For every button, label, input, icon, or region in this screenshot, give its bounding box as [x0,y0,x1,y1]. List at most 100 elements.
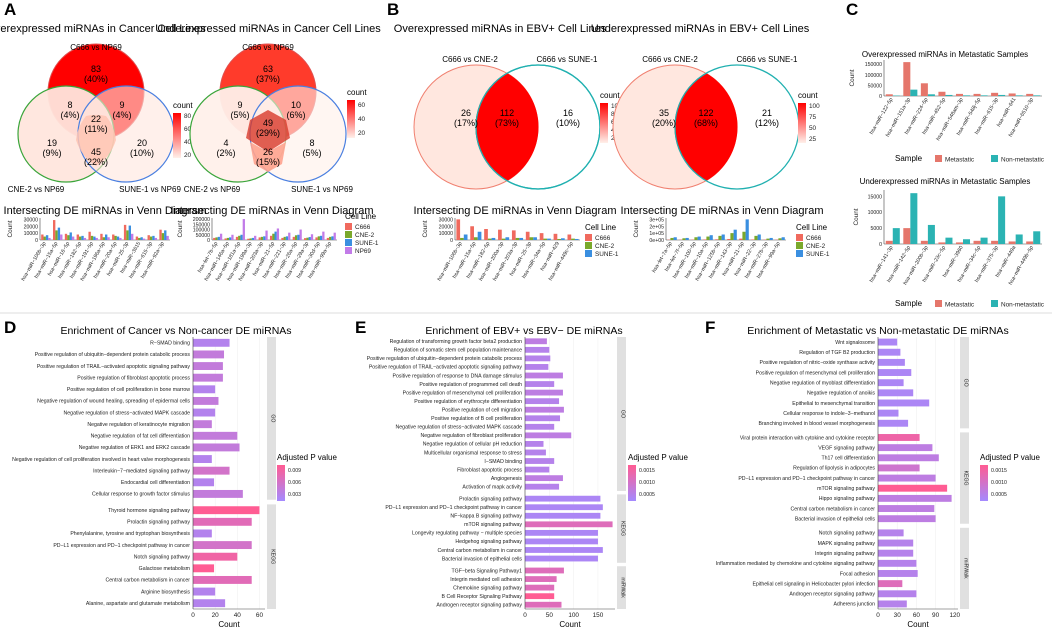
legend-label: NP69 [355,248,371,255]
legend-tick: 100 [809,103,820,110]
bar [193,552,238,561]
bar [193,338,230,347]
legend-label: C666 [595,235,611,242]
bar [998,94,1006,96]
e-title: Enrichment of EBV+ vs EBV− DE miRNAs [425,325,622,337]
bar [138,237,141,240]
term-label: Interleukin−7−mediated signaling pathway [93,468,190,474]
venn-region: (6%) [286,110,305,120]
bar [991,240,999,244]
facet-strip-label: KEGG [270,549,276,564]
bar [525,415,561,422]
legend-swatch [991,155,998,162]
x-axis-label: Count [559,620,581,629]
bar [55,230,58,240]
venn-region: 26 [263,147,273,157]
term-label: Epithelial cell signaling in Helicobacte… [752,581,875,587]
term-label: Positive regulation of ubiquitin−depende… [367,356,523,362]
venn-region: 83 [91,64,101,74]
term-label: Longevity regulating pathway − multiple … [412,531,522,537]
term-label: Positive regulation of cell migration [442,408,522,414]
bar [193,362,223,371]
term-label: Regulation of somatic stem cell populati… [394,348,522,354]
venn-region: (22%) [84,157,108,167]
facet-strip [617,494,626,563]
y-axis-label: Count [7,220,14,237]
bar [1033,231,1041,244]
term-label: Regulation of transforming growth factor… [390,339,522,345]
venn-region: (5%) [302,148,321,158]
term-label: Bacterial invasion of epithelial cells [795,516,876,522]
facet-strip-label: GO [270,414,276,422]
bar [673,237,677,240]
term-label: Positive regulation of TRAIL−activated a… [369,365,523,371]
legend-swatch [345,223,352,230]
term-label: Negative regulation of keratinocyte migr… [87,422,190,428]
bar [878,358,905,366]
bar [193,506,260,515]
term-label: Inflammation mediated by chemokine and c… [716,561,876,567]
legend-swatch [585,242,592,249]
venn-set-label: SUNE-1 vs NP69 [291,185,353,194]
term-label: NF−kappa B signaling pathway [450,514,522,520]
bar [903,62,911,96]
bar [910,193,918,244]
legend-title: Cell Line [585,223,617,232]
bar [114,235,117,240]
bar [709,235,713,240]
bar [703,239,707,240]
venn-region: 8 [309,138,314,148]
bar [525,547,603,553]
bar [547,238,551,240]
bar [878,570,918,577]
legend-colorbar [277,465,285,501]
term-label: Negative regulation of ERK1 and ERK2 cas… [79,445,190,451]
term-label: Integrin mediated cell adhesion [450,577,522,583]
term-label: Galactose metabolism [139,566,190,572]
bar [231,234,234,240]
bar [525,576,557,582]
bar [193,541,252,550]
legend-tick: 40 [358,116,366,123]
term-label: Positive regulation of cell proliferatio… [67,387,190,393]
bar [45,235,49,240]
bar [878,464,920,472]
term-label: Positive regulation of B cell proliferat… [431,416,522,422]
facet-strip [267,337,276,500]
venn-set-label: C666 vs CNE-2 [442,55,498,64]
legend-label: CNE-2 [595,243,615,250]
bar [107,237,110,240]
bar [140,237,143,240]
legend-swatch [935,155,942,162]
bar [878,338,898,346]
bar [93,236,96,240]
venn-b2-legend: count 100 75 50 25 [798,91,820,143]
bar [251,237,255,240]
bar [515,237,520,240]
venn-region: 8 [67,100,72,110]
facet-strip-label: KEGG [963,471,969,486]
bar [781,237,785,240]
venn-region: 20 [137,138,147,148]
facet-strip-label: miRWalk [620,577,626,598]
y-axis-label: Count [177,220,184,237]
term-label: Viral protein interaction with cytokine … [740,435,875,441]
bar [64,233,68,240]
legend-colorbar [628,465,636,501]
bar [525,483,560,490]
bar [561,238,565,240]
y-tick-label: 2e+05 [649,224,664,230]
term-label: Prolactin signaling pathway [127,520,190,526]
bar [920,240,928,244]
term-label: MAPK signaling pathway [818,541,876,547]
bar [525,584,555,591]
bar [733,229,737,240]
term-label: Positive regulation of erythrocyte diffe… [414,399,522,405]
bar [885,240,893,244]
bar [1008,93,1016,96]
bar [254,235,257,240]
bar [694,237,698,240]
term-label: mTOR signaling pathway [817,486,875,492]
bar [67,235,70,240]
a-bar1-title: Intersecting DE miRNAs in Venn Diagram [4,205,207,217]
